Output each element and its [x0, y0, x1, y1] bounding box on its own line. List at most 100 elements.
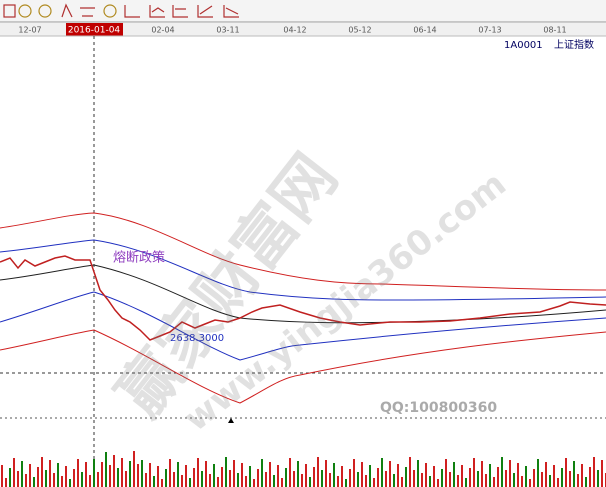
volume-bar: [141, 460, 143, 487]
volume-bar: [277, 465, 279, 487]
index-name: 上证指数: [554, 38, 594, 51]
volume-bar: [205, 461, 207, 487]
volume-bar: [37, 467, 39, 487]
volume-bar: [421, 473, 423, 487]
volume-bar: [457, 475, 459, 487]
volume-bar: [221, 467, 223, 487]
lower-mid-band: [0, 291, 606, 361]
volume-bar: [309, 477, 311, 487]
volume-bar: [549, 475, 551, 487]
volume-bar: [305, 464, 307, 487]
volume-bar: [197, 458, 199, 487]
volume-bar: [377, 468, 379, 487]
volume-bar: [149, 463, 151, 487]
volume-bar: [565, 458, 567, 487]
volume-bar: [241, 463, 243, 487]
volume-bar: [273, 475, 275, 487]
volume-bar: [29, 464, 31, 487]
volume-bar: [289, 458, 291, 487]
volume-bar: [265, 472, 267, 487]
volume-bar: [517, 463, 519, 487]
volume-bar: [285, 468, 287, 487]
volume-bar: [357, 472, 359, 487]
volume-bar: [409, 457, 411, 487]
volume-bar: [109, 465, 111, 487]
volume-bar: [73, 469, 75, 487]
volume-bar: [385, 471, 387, 487]
date-axis: [0, 23, 606, 36]
volume-bar: [89, 475, 91, 487]
volume-bar: [161, 479, 163, 487]
volume-bar: [177, 462, 179, 487]
volume-bar: [529, 479, 531, 487]
volume-bar: [253, 479, 255, 487]
volume-bar: [581, 464, 583, 487]
volume-bar: [297, 461, 299, 487]
volume-bar: [101, 462, 103, 487]
volume-bar: [21, 461, 23, 487]
volume-bar: [33, 477, 35, 487]
volume-bar: [157, 466, 159, 487]
volume-bar: [405, 467, 407, 487]
volume-bar: [449, 472, 451, 487]
volume-bar: [585, 477, 587, 487]
volume-bar: [229, 470, 231, 487]
volume-bar: [441, 469, 443, 487]
date-labels: 12-07 02-04 03-11 04-12 05-12 06-14 07-13 08-11: [18, 26, 566, 35]
volume-bar: [389, 461, 391, 487]
volume-bar: [525, 466, 527, 487]
volume-bar: [373, 478, 375, 487]
volume-bar: [169, 459, 171, 487]
volume-bar: [113, 455, 115, 487]
date-label: 06-14: [413, 26, 436, 35]
toolbar-icons: [3, 3, 239, 18]
volume-bar: [465, 478, 467, 487]
volume-bar: [25, 474, 27, 487]
watermark-qq: QQ:100800360: [380, 400, 497, 416]
volume-bar: [189, 478, 191, 487]
volume-bar: [213, 464, 215, 487]
price-trail: [0, 255, 606, 341]
volume-bar: [181, 475, 183, 487]
volume-bar: [513, 473, 515, 487]
volume-bar: [153, 476, 155, 487]
volume-bar: [553, 465, 555, 487]
volume-bar: [53, 473, 55, 487]
volume-bar: [533, 469, 535, 487]
volume-bar: [429, 476, 431, 487]
volume-bars: [1, 451, 606, 487]
volume-bar: [473, 458, 475, 487]
volume-bar: [417, 460, 419, 487]
volume-bar: [81, 472, 83, 487]
volume-bar: [433, 466, 435, 487]
volume-bar: [281, 478, 283, 487]
volume-bar: [61, 476, 63, 487]
volume-bar: [505, 470, 507, 487]
volume-bar: [545, 462, 547, 487]
volume-bar: [413, 470, 415, 487]
volume-bar: [597, 470, 599, 487]
volume-bar: [85, 462, 87, 487]
volume-bar: [353, 459, 355, 487]
volume-bar: [493, 477, 495, 487]
volume-bar: [569, 471, 571, 487]
volume-bar: [133, 451, 135, 487]
volume-bar: [5, 478, 7, 487]
volume-bar: [345, 479, 347, 487]
date-label: 03-11: [216, 26, 239, 35]
bands: [0, 212, 606, 404]
volume-bar: [105, 452, 107, 487]
volume-bar: [301, 474, 303, 487]
volume-bar: [185, 465, 187, 487]
volume-bar: [193, 468, 195, 487]
volume-bar: [561, 468, 563, 487]
volume-bar: [117, 468, 119, 487]
volume-bar: [233, 460, 235, 487]
volume-bar: [269, 462, 271, 487]
upper-mid-band: [0, 239, 606, 301]
volume-bar: [365, 475, 367, 487]
volume-bar: [401, 477, 403, 487]
volume-bar: [509, 460, 511, 487]
volume-bar: [497, 467, 499, 487]
